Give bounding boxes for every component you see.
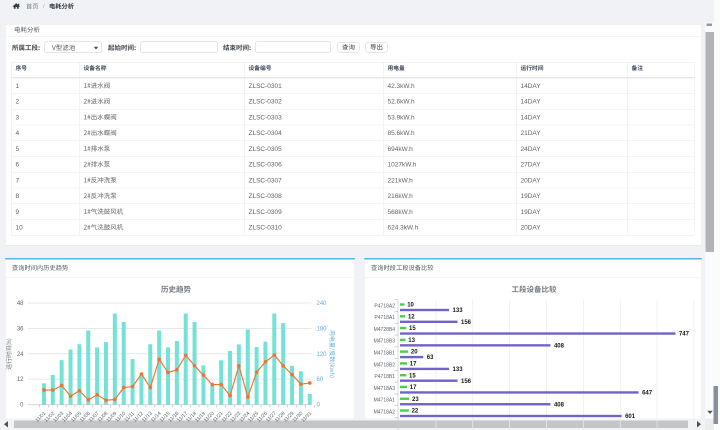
svg-text:/: / <box>43 4 45 10</box>
